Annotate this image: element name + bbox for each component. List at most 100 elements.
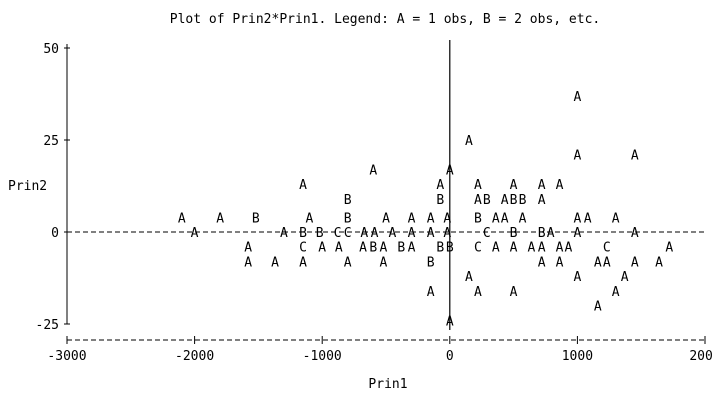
data-point: A bbox=[344, 255, 352, 270]
data-point: A bbox=[538, 241, 546, 256]
data-point: B bbox=[299, 226, 307, 241]
x-tick-label: 1000 bbox=[562, 349, 593, 364]
data-point: A bbox=[216, 211, 224, 226]
data-point: A bbox=[369, 163, 377, 178]
y-tick-label: 25 bbox=[43, 134, 59, 149]
data-point: C bbox=[344, 226, 352, 241]
data-point: B bbox=[344, 193, 352, 208]
y-tick-label: 0 bbox=[51, 226, 59, 241]
data-point: A bbox=[271, 255, 279, 270]
data-point: B bbox=[483, 193, 491, 208]
data-point: A bbox=[299, 255, 307, 270]
data-point: A bbox=[665, 241, 673, 256]
data-point: A bbox=[621, 270, 629, 285]
data-point: A bbox=[359, 241, 367, 256]
data-point: B bbox=[446, 241, 454, 256]
data-point: B bbox=[436, 193, 444, 208]
chart-title: Plot of Prin2*Prin1. Legend: A = 1 obs, … bbox=[170, 12, 600, 27]
data-point: A bbox=[191, 226, 199, 241]
data-point: A bbox=[501, 193, 509, 208]
data-point: A bbox=[631, 149, 639, 164]
data-point: A bbox=[408, 211, 416, 226]
data-point: B bbox=[436, 241, 444, 256]
data-point: A bbox=[244, 241, 252, 256]
y-axis-label: Prin2 bbox=[8, 179, 47, 194]
data-point: A bbox=[603, 255, 611, 270]
data-point: B bbox=[519, 193, 527, 208]
data-point: A bbox=[474, 285, 482, 300]
data-point: A bbox=[573, 270, 581, 285]
plot-points: AAA AA AA A A A A AB B A B A B B AA A B A B A A A A B A A A A A AA A B B… bbox=[178, 90, 673, 329]
data-point: A bbox=[380, 241, 388, 256]
data-point: C bbox=[474, 241, 482, 256]
data-point: A bbox=[474, 193, 482, 208]
data-point: B bbox=[397, 241, 405, 256]
data-point: B bbox=[474, 211, 482, 226]
data-point: A bbox=[371, 226, 379, 241]
data-point: A bbox=[565, 241, 573, 256]
data-point: A bbox=[547, 226, 555, 241]
data-point: B bbox=[510, 226, 518, 241]
data-point: A bbox=[510, 285, 518, 300]
data-point: A bbox=[612, 285, 620, 300]
data-point: A bbox=[519, 211, 527, 226]
x-tick-label: -3000 bbox=[47, 349, 86, 364]
data-point: A bbox=[474, 178, 482, 193]
data-point: A bbox=[492, 241, 500, 256]
x-tick-label: -2000 bbox=[175, 349, 214, 364]
data-point: A bbox=[594, 255, 602, 270]
data-point: A bbox=[380, 255, 388, 270]
data-point: A bbox=[446, 314, 454, 329]
x-tick-label: -1000 bbox=[303, 349, 342, 364]
data-point: A bbox=[538, 193, 546, 208]
data-point: A bbox=[360, 226, 368, 241]
data-point: A bbox=[465, 134, 473, 149]
x-axis-label: Prin1 bbox=[368, 377, 407, 392]
data-point: A bbox=[427, 285, 435, 300]
data-point: A bbox=[538, 178, 546, 193]
data-point: A bbox=[446, 163, 454, 178]
data-point: A bbox=[492, 211, 500, 226]
data-point: A bbox=[335, 241, 343, 256]
data-point: A bbox=[594, 300, 602, 315]
data-point: A bbox=[573, 149, 581, 164]
data-point: A bbox=[573, 211, 581, 226]
data-point: A bbox=[584, 211, 592, 226]
x-axis-ticks: -3000 -2000 -1000 0 1000 2000 bbox=[47, 336, 713, 364]
data-point: A bbox=[631, 255, 639, 270]
data-point: A bbox=[465, 270, 473, 285]
data-point: A bbox=[178, 211, 186, 226]
data-point: A bbox=[244, 255, 252, 270]
data-point: A bbox=[427, 211, 435, 226]
x-tick-label: 0 bbox=[446, 349, 454, 364]
data-point: B bbox=[510, 193, 518, 208]
data-point: A bbox=[388, 226, 396, 241]
data-point: A bbox=[408, 226, 416, 241]
data-point: A bbox=[573, 226, 581, 241]
data-point: A bbox=[631, 226, 639, 241]
data-point: A bbox=[556, 241, 564, 256]
data-point: A bbox=[510, 241, 518, 256]
y-tick-label: -25 bbox=[36, 318, 59, 333]
data-point: A bbox=[436, 178, 444, 193]
data-point: A bbox=[510, 178, 518, 193]
data-point: B bbox=[538, 226, 546, 241]
data-point: A bbox=[306, 211, 314, 226]
data-point: B bbox=[369, 241, 377, 256]
data-point: A bbox=[556, 255, 564, 270]
data-point: C bbox=[483, 226, 491, 241]
data-point: A bbox=[501, 211, 509, 226]
data-point: A bbox=[528, 241, 536, 256]
data-point: A bbox=[318, 241, 326, 256]
data-point: B bbox=[427, 255, 435, 270]
data-point: A bbox=[556, 178, 564, 193]
data-point: C bbox=[299, 241, 307, 256]
data-point: A bbox=[573, 90, 581, 105]
data-point: A bbox=[299, 178, 307, 193]
data-point: A bbox=[612, 211, 620, 226]
data-point: C bbox=[603, 241, 611, 256]
data-point: A bbox=[443, 226, 451, 241]
data-point: A bbox=[655, 255, 663, 270]
data-point: A bbox=[427, 226, 435, 241]
